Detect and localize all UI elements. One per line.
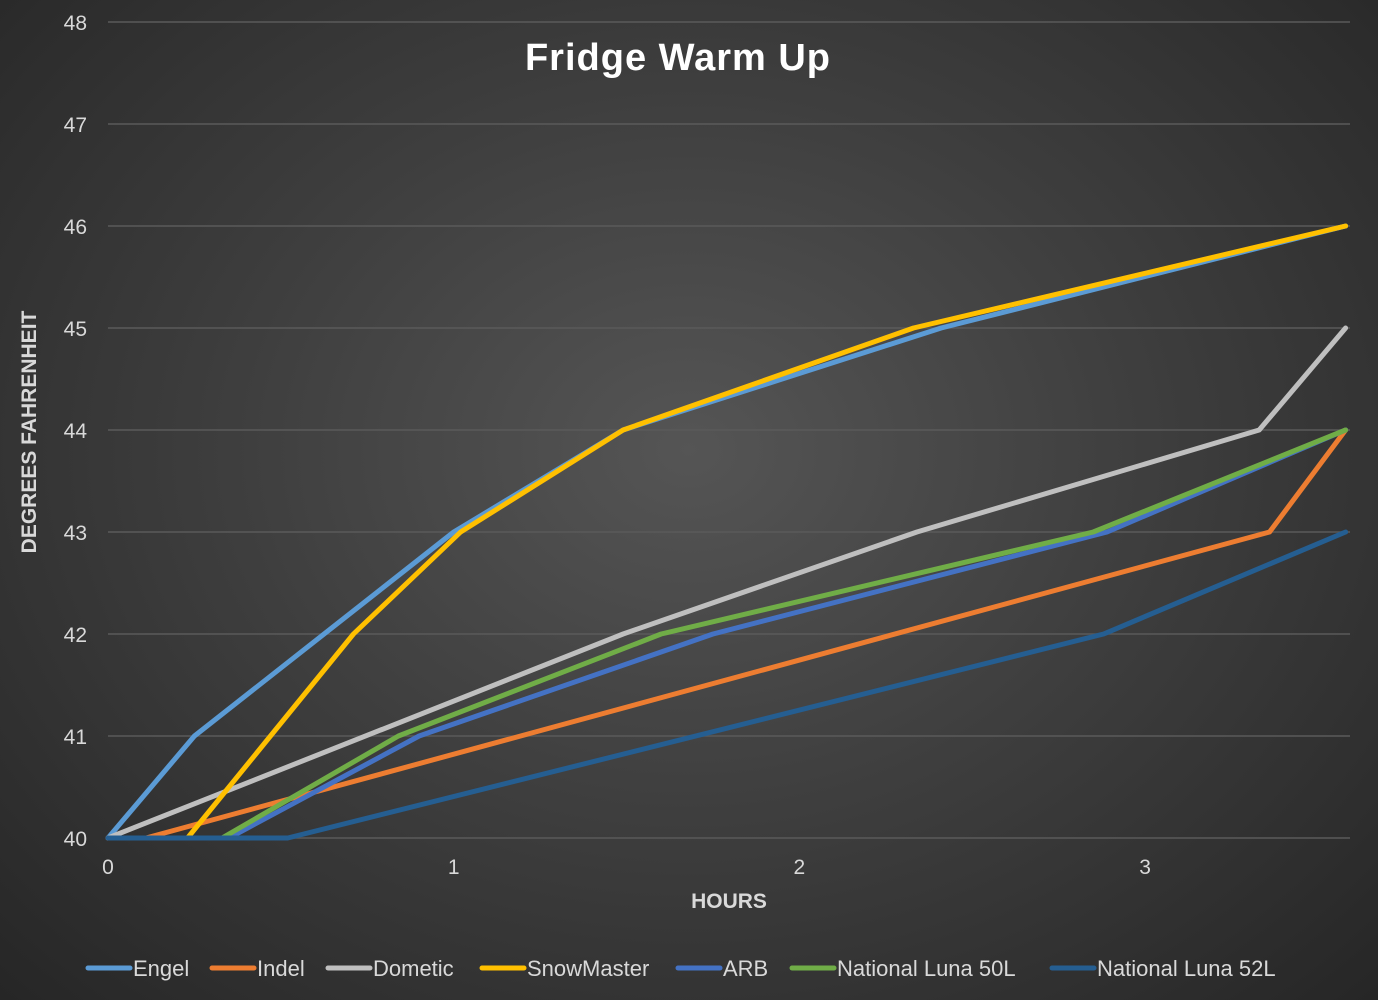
y-axis-label: DEGREES FAHRENHEIT: [18, 310, 41, 553]
legend-item: ARB: [675, 956, 768, 981]
legend-item: SnowMaster: [479, 956, 649, 981]
x-tick-label: 3: [1139, 856, 1151, 879]
y-tick-label: 42: [64, 624, 87, 647]
gridlines: [108, 21, 1350, 839]
series-line-arb: [226, 427, 1349, 841]
legend-item: Engel: [85, 956, 189, 981]
series-line-snowmaster: [185, 223, 1349, 841]
x-tick-label: 2: [794, 856, 806, 879]
y-tick-label: 45: [64, 318, 87, 341]
chart-title: Fridge Warm Up: [525, 37, 831, 79]
series-lines: [105, 223, 1349, 841]
y-tick-label: 40: [64, 828, 87, 851]
legend-label: National Luna 52L: [1097, 956, 1276, 981]
series-line-national-luna-52l: [105, 529, 1349, 841]
y-axis-ticks: 40 41 42 43 44 45 46 47 48: [64, 12, 88, 851]
legend-label: Engel: [133, 956, 189, 981]
y-tick-label: 43: [64, 522, 87, 545]
legend-label: ARB: [723, 956, 768, 981]
y-tick-label: 44: [64, 420, 88, 443]
x-axis-ticks: 0 1 2 3: [102, 856, 1151, 879]
legend-item: Indel: [209, 956, 305, 981]
x-tick-label: 1: [448, 856, 460, 879]
x-tick-label: 0: [102, 856, 114, 879]
series-line-indel: [143, 427, 1349, 841]
legend-item: National Luna 50L: [789, 956, 1016, 981]
legend-item: Dometic: [325, 956, 454, 981]
y-tick-label: 46: [64, 216, 87, 239]
legend-item: National Luna 52L: [1049, 956, 1276, 981]
y-tick-label: 47: [64, 114, 87, 137]
legend-label: SnowMaster: [527, 956, 649, 981]
legend-label: Dometic: [373, 956, 454, 981]
x-axis-label: HOURS: [691, 890, 767, 913]
y-tick-label: 41: [64, 726, 87, 749]
y-tick-label: 48: [64, 12, 87, 35]
legend-label: Indel: [257, 956, 305, 981]
series-line-dometic: [105, 325, 1349, 841]
series-line-national-luna-50l: [219, 427, 1349, 841]
legend-label: National Luna 50L: [837, 956, 1016, 981]
legend: Engel Indel Dometic SnowMaster ARB National L…: [85, 956, 1276, 981]
